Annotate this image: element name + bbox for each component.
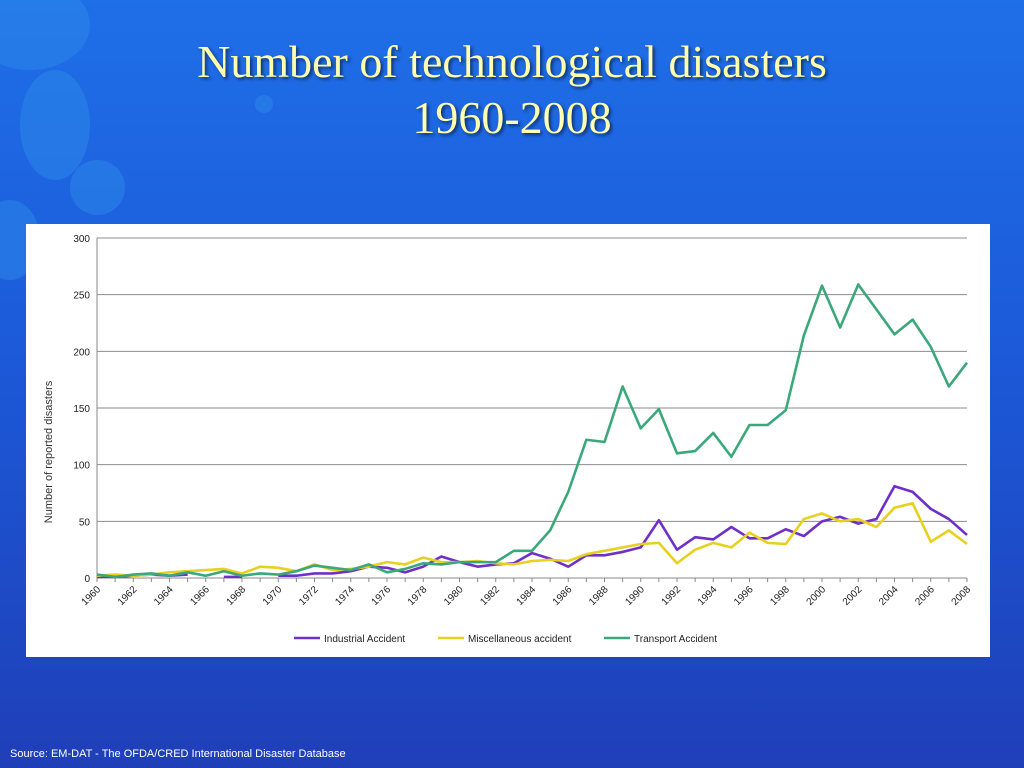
y-tick-label: 200 (73, 347, 90, 358)
x-tick-label: 1984 (515, 584, 539, 608)
x-tick-label: 1992 (660, 584, 684, 608)
x-tick-label: 1990 (623, 584, 647, 608)
series-line-miscellaneous-accident (96, 501, 968, 578)
legend-label: Miscellaneous accident (468, 634, 572, 645)
x-tick-label: 1962 (116, 584, 140, 608)
chart-panel: 0 50 100 150 200 250 300 1960 1962 1964 1966 1968 1… (26, 224, 990, 657)
x-tick-label: 1964 (152, 584, 176, 608)
y-tick-label: 250 (73, 291, 90, 302)
x-tick-label: 1982 (478, 584, 502, 608)
legend-label: Industrial Accident (324, 634, 405, 645)
y-axis-label: Number of reported disasters (43, 380, 55, 523)
x-tick-label: 1980 (442, 584, 466, 608)
y-tick-label: 300 (73, 234, 90, 245)
y-tick-label: 150 (73, 404, 90, 415)
background-blob (20, 70, 90, 180)
x-tick-label: 1996 (732, 584, 756, 608)
x-tick-label: 2002 (841, 584, 865, 608)
x-tick-label: 2004 (877, 584, 901, 608)
x-tick-label: 1966 (188, 584, 212, 608)
x-tick-label: 1968 (225, 584, 249, 608)
series-line-industrial-accident (97, 484, 968, 579)
title-line-1: Number of technological disasters (197, 36, 827, 87)
x-tick-label: 1970 (261, 584, 285, 608)
x-tick-label: 1986 (551, 584, 575, 608)
line-chart: 0 50 100 150 200 250 300 1960 1962 1964 1966 1968 1… (43, 234, 974, 645)
source-note: Source: EM-DAT - The OFDA/CRED Internati… (10, 748, 346, 760)
title-line-2: 1960-2008 (412, 92, 612, 143)
series-line-transport-accident (96, 283, 969, 579)
background-blob (70, 160, 125, 215)
x-tick-label: 1978 (406, 584, 430, 608)
x-tick-label: 2006 (913, 584, 937, 608)
y-tick-label: 100 (73, 461, 90, 472)
x-tick-label: 1988 (587, 584, 611, 608)
y-tick-label: 0 (84, 574, 90, 585)
x-tick-label: 1976 (370, 584, 394, 608)
x-tick-label: 1994 (696, 584, 720, 608)
x-tick-label: 2008 (950, 584, 974, 608)
background-blob (255, 95, 273, 113)
x-tick-label: 1998 (768, 584, 792, 608)
x-tick-label: 1960 (80, 584, 104, 608)
page-title: Number of technological disasters 1960-2… (0, 34, 1024, 146)
y-tick-label: 50 (79, 517, 91, 528)
x-tick-label: 2000 (805, 584, 829, 608)
x-tick-label: 1972 (297, 584, 321, 608)
x-tick-label: 1974 (333, 584, 357, 608)
legend-label: Transport Accident (634, 634, 717, 645)
